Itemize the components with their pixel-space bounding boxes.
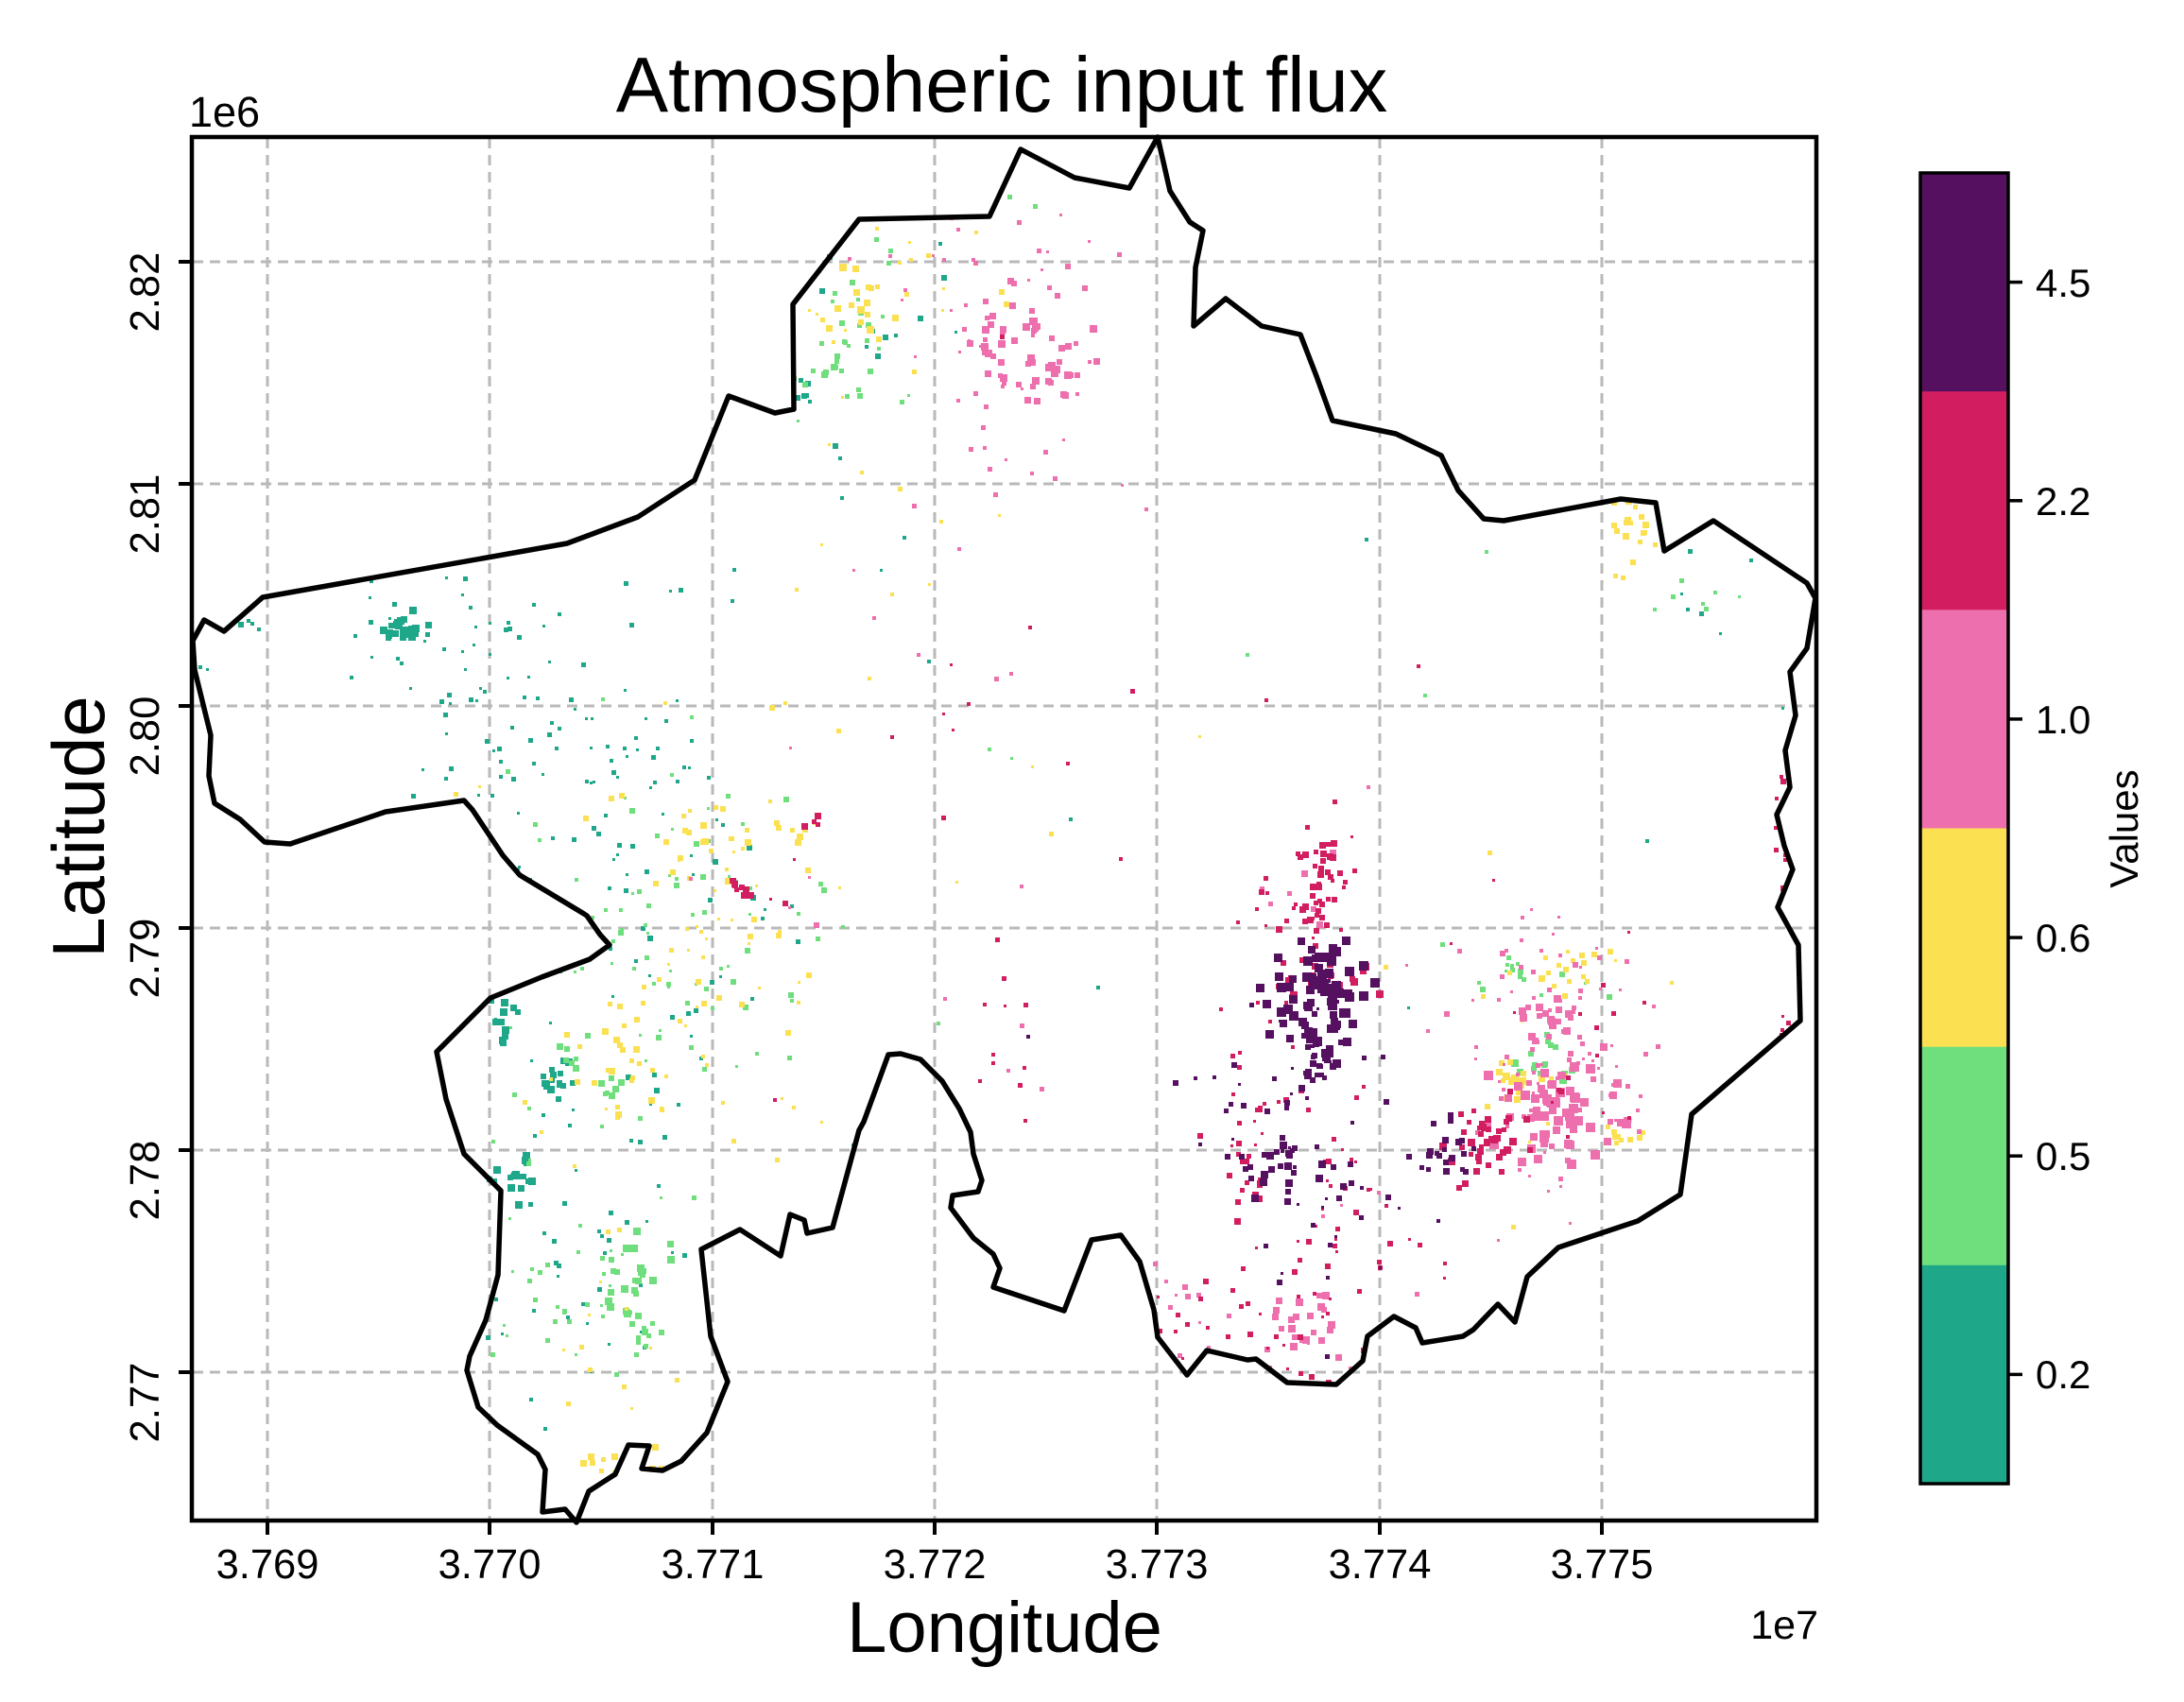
svg-text:1.0: 1.0 [2036,697,2090,742]
svg-text:Longitude: Longitude [847,1588,1162,1668]
svg-text:0.6: 0.6 [2036,916,2090,960]
svg-text:Atmospheric input flux: Atmospheric input flux [616,41,1388,129]
svg-text:2.77: 2.77 [123,1363,168,1443]
svg-text:0.5: 0.5 [2036,1134,2090,1178]
svg-text:1e6: 1e6 [189,88,260,136]
svg-text:3.775: 3.775 [1551,1542,1654,1588]
svg-text:2.80: 2.80 [123,696,168,777]
svg-text:3.772: 3.772 [884,1542,987,1588]
svg-text:2.2: 2.2 [2036,479,2090,524]
svg-text:3.774: 3.774 [1329,1542,1432,1588]
svg-text:Values: Values [2102,769,2146,887]
svg-text:2.81: 2.81 [123,474,168,555]
svg-text:2.82: 2.82 [123,252,168,333]
svg-text:Latitude: Latitude [37,696,120,958]
svg-text:3.770: 3.770 [439,1542,542,1588]
svg-text:3.769: 3.769 [216,1542,319,1588]
svg-text:1e7: 1e7 [1750,1603,1818,1648]
svg-text:2.78: 2.78 [123,1141,168,1221]
svg-text:0.2: 0.2 [2036,1352,2090,1397]
svg-text:2.79: 2.79 [123,919,168,999]
svg-text:3.771: 3.771 [662,1542,765,1588]
svg-text:4.5: 4.5 [2036,261,2090,305]
svg-text:3.773: 3.773 [1106,1542,1209,1588]
